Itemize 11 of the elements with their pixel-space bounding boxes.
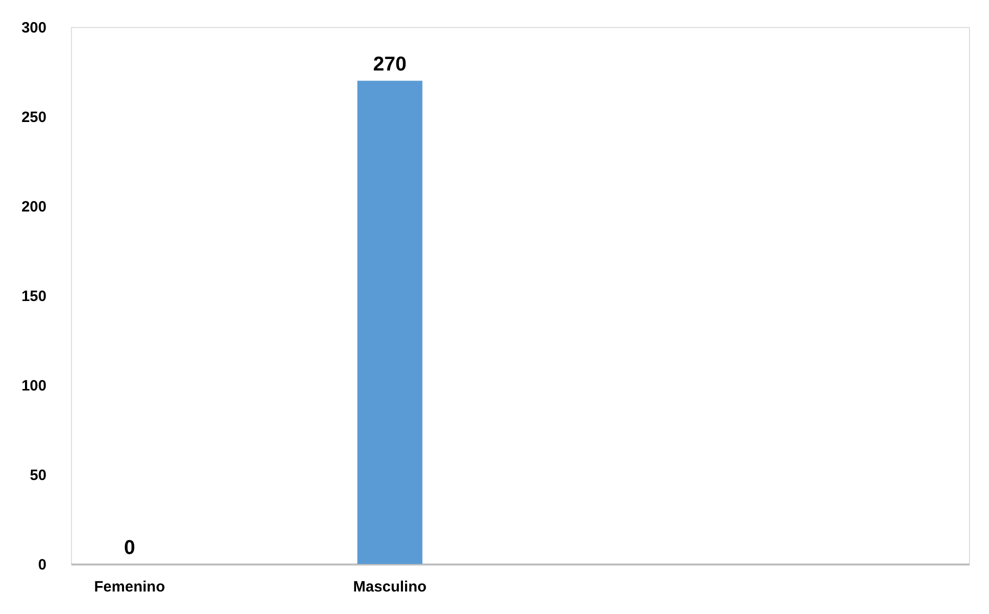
data-label: 0 bbox=[124, 537, 136, 559]
y-tick-label: 100 bbox=[21, 378, 46, 394]
y-tick-label: 250 bbox=[21, 109, 46, 126]
y-tick-label: 50 bbox=[30, 467, 46, 484]
x-tick-label: Masculino bbox=[353, 578, 427, 596]
data-label: 270 bbox=[373, 54, 407, 76]
x-tick-label: Femenino bbox=[94, 578, 165, 596]
y-tick-label: 150 bbox=[21, 288, 46, 305]
y-tick-label: 200 bbox=[21, 198, 46, 216]
y-tick-label: 0 bbox=[38, 556, 46, 574]
y-tick-label: 300 bbox=[21, 20, 46, 36]
